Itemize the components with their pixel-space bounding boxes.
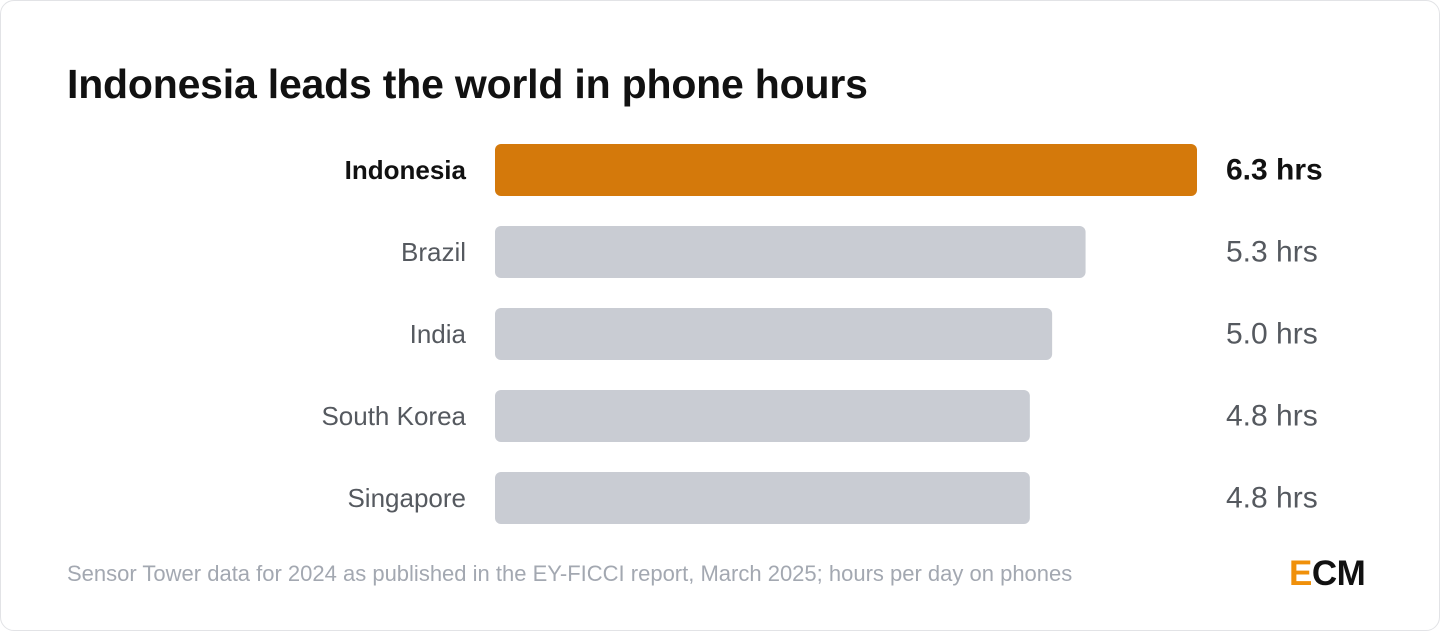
- ecm-logo: ECM: [1289, 554, 1366, 594]
- source-note: Sensor Tower data for 2024 as published …: [67, 561, 1073, 586]
- value-label: 6.3 hrs: [1226, 154, 1323, 187]
- bar: [495, 472, 1030, 524]
- bar: [495, 144, 1197, 196]
- value-label: 5.0 hrs: [1226, 318, 1318, 351]
- logo-letters-cm: CM: [1311, 554, 1366, 593]
- bar: [495, 308, 1053, 360]
- value-label: 5.3 hrs: [1226, 236, 1318, 269]
- value-label: 4.8 hrs: [1226, 400, 1318, 433]
- category-label: South Korea: [321, 401, 466, 431]
- value-label: 4.8 hrs: [1226, 482, 1318, 515]
- category-label: India: [410, 319, 467, 349]
- bar: [495, 226, 1086, 278]
- category-label: Singapore: [347, 483, 466, 513]
- bar: [495, 390, 1030, 442]
- category-label: Indonesia: [345, 155, 467, 185]
- chart-title: Indonesia leads the world in phone hours: [67, 61, 868, 107]
- logo-letter-e: E: [1289, 554, 1312, 593]
- category-label: Brazil: [401, 237, 466, 267]
